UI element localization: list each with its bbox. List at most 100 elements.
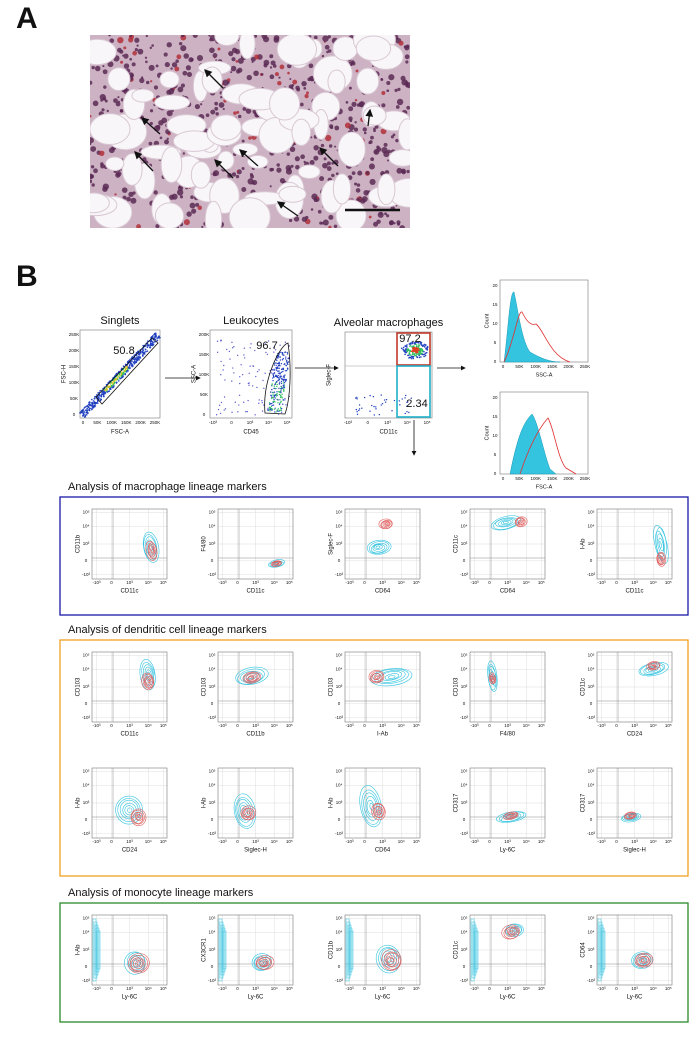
- x-tick-label: -10³: [470, 580, 479, 585]
- nucleus: [380, 128, 387, 135]
- nucleus: [99, 150, 105, 157]
- event: [93, 397, 96, 400]
- event: [272, 369, 274, 371]
- nucleus: [185, 65, 192, 71]
- y-tick-label: 10⁵: [588, 769, 595, 774]
- nucleus: [170, 67, 173, 70]
- nucleus: [197, 205, 203, 210]
- contour: [272, 560, 280, 566]
- micrograph: [90, 35, 410, 228]
- event: [372, 395, 375, 398]
- nucleus: [285, 168, 293, 175]
- event: [282, 399, 285, 401]
- event: [280, 375, 282, 377]
- event: [405, 394, 407, 397]
- event: [278, 367, 280, 369]
- event: [378, 413, 381, 416]
- x-tick-label: -10³: [218, 580, 227, 585]
- nucleus: [370, 157, 375, 162]
- contour: [132, 958, 145, 969]
- event: [275, 393, 278, 396]
- x-tick-label: 0: [230, 420, 233, 425]
- x-tick-label: 10⁵: [538, 723, 545, 728]
- x-tick-label: 250K: [580, 476, 591, 481]
- event: [275, 381, 278, 383]
- event: [273, 391, 276, 393]
- event: [271, 404, 273, 407]
- nucleus: [155, 224, 160, 228]
- event: [87, 406, 90, 408]
- x-tick-label: 10⁵: [284, 420, 291, 425]
- event: [99, 399, 102, 402]
- event: [258, 402, 260, 405]
- nucleus: [269, 54, 274, 59]
- y-tick-label: -10³: [460, 831, 469, 836]
- event: [100, 398, 103, 401]
- y-tick-label: 0: [338, 558, 341, 563]
- nucleus: [368, 215, 372, 219]
- event: [109, 383, 112, 385]
- contour: [117, 798, 141, 822]
- arrow: [134, 151, 154, 172]
- nucleus: [145, 35, 149, 38]
- contour: [366, 539, 392, 555]
- contour: [656, 533, 665, 554]
- y-tick-label: 0: [338, 964, 341, 969]
- plot-frame: [344, 508, 421, 580]
- x-tick-label: -10³: [345, 839, 354, 844]
- event: [115, 372, 118, 375]
- contour: [387, 957, 395, 965]
- event: [80, 411, 82, 413]
- x-tick-label: 10⁵: [286, 839, 293, 844]
- contour: [369, 668, 413, 687]
- contour: [370, 673, 382, 683]
- nucleus: [276, 163, 280, 167]
- y-tick-label: 10⁵: [336, 769, 343, 774]
- x-axis-label: SSC-A: [536, 372, 553, 378]
- x-tick-label: -10³: [218, 986, 227, 991]
- event: [410, 343, 412, 345]
- nucleus: [119, 109, 124, 113]
- y-tick-label: -10³: [335, 572, 344, 577]
- nucleus: [313, 155, 319, 161]
- event: [216, 351, 219, 354]
- x-tick-label: 250K: [580, 364, 591, 369]
- event: [152, 336, 154, 339]
- y-tick-label: 0: [590, 817, 593, 822]
- nucleus: [370, 135, 374, 140]
- y-tick-label: 100K: [69, 380, 80, 385]
- event: [420, 356, 422, 358]
- nucleus: [348, 106, 354, 112]
- contour: [370, 671, 384, 683]
- contour: [647, 661, 660, 670]
- nucleus: [306, 91, 309, 95]
- nucleus: [148, 64, 155, 71]
- alveolus: [105, 156, 125, 172]
- event: [247, 382, 250, 385]
- event: [96, 400, 99, 403]
- y-axis-label: CD11c: [581, 678, 587, 696]
- x-tick-label: 10⁴: [271, 839, 278, 844]
- nucleus: [287, 71, 290, 75]
- event: [131, 364, 134, 366]
- plot-frame: [596, 508, 673, 580]
- nucleus: [320, 143, 325, 148]
- event: [84, 406, 87, 408]
- contour: [389, 957, 394, 963]
- alveolus: [90, 192, 110, 214]
- event: [420, 343, 423, 346]
- x-tick-label: 10³: [252, 986, 259, 991]
- event: [411, 353, 414, 356]
- event: [115, 378, 118, 381]
- event: [272, 394, 274, 396]
- event: [385, 398, 388, 401]
- alveolus: [397, 118, 410, 151]
- event: [288, 345, 290, 347]
- event: [251, 385, 254, 387]
- alveolus: [362, 105, 387, 126]
- y-tick-label: 10³: [83, 800, 90, 805]
- x-tick-label: 10⁴: [650, 986, 657, 991]
- x-axis-label: Siglec-H: [244, 848, 267, 854]
- event: [88, 408, 91, 410]
- event: [112, 381, 115, 383]
